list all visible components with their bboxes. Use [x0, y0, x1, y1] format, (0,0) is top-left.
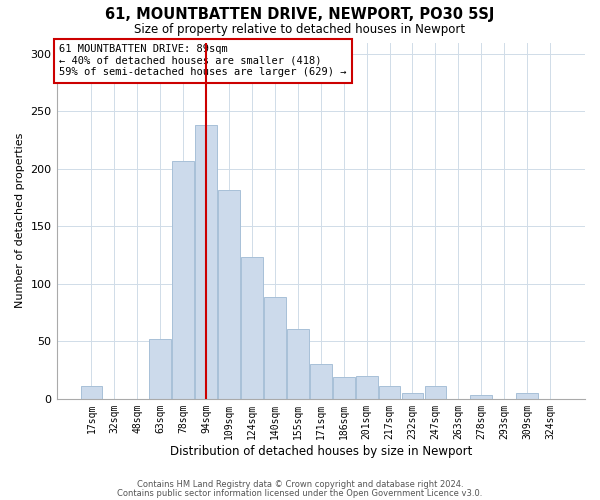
Bar — [287, 328, 309, 399]
Y-axis label: Number of detached properties: Number of detached properties — [15, 133, 25, 308]
Text: Contains HM Land Registry data © Crown copyright and database right 2024.: Contains HM Land Registry data © Crown c… — [137, 480, 463, 489]
Text: Contains public sector information licensed under the Open Government Licence v3: Contains public sector information licen… — [118, 488, 482, 498]
Bar — [149, 339, 171, 399]
Bar — [401, 393, 424, 399]
Text: 61 MOUNTBATTEN DRIVE: 89sqm
← 40% of detached houses are smaller (418)
59% of se: 61 MOUNTBATTEN DRIVE: 89sqm ← 40% of det… — [59, 44, 347, 78]
Bar — [310, 364, 332, 399]
Bar — [356, 376, 377, 399]
Bar — [516, 393, 538, 399]
Bar — [218, 190, 240, 399]
Bar — [470, 396, 492, 399]
Bar — [379, 386, 400, 399]
X-axis label: Distribution of detached houses by size in Newport: Distribution of detached houses by size … — [170, 444, 472, 458]
Bar — [172, 161, 194, 399]
Bar — [241, 258, 263, 399]
Text: Size of property relative to detached houses in Newport: Size of property relative to detached ho… — [134, 22, 466, 36]
Bar — [195, 126, 217, 399]
Bar — [333, 377, 355, 399]
Bar — [80, 386, 103, 399]
Text: 61, MOUNTBATTEN DRIVE, NEWPORT, PO30 5SJ: 61, MOUNTBATTEN DRIVE, NEWPORT, PO30 5SJ — [106, 8, 494, 22]
Bar — [264, 296, 286, 399]
Bar — [425, 386, 446, 399]
